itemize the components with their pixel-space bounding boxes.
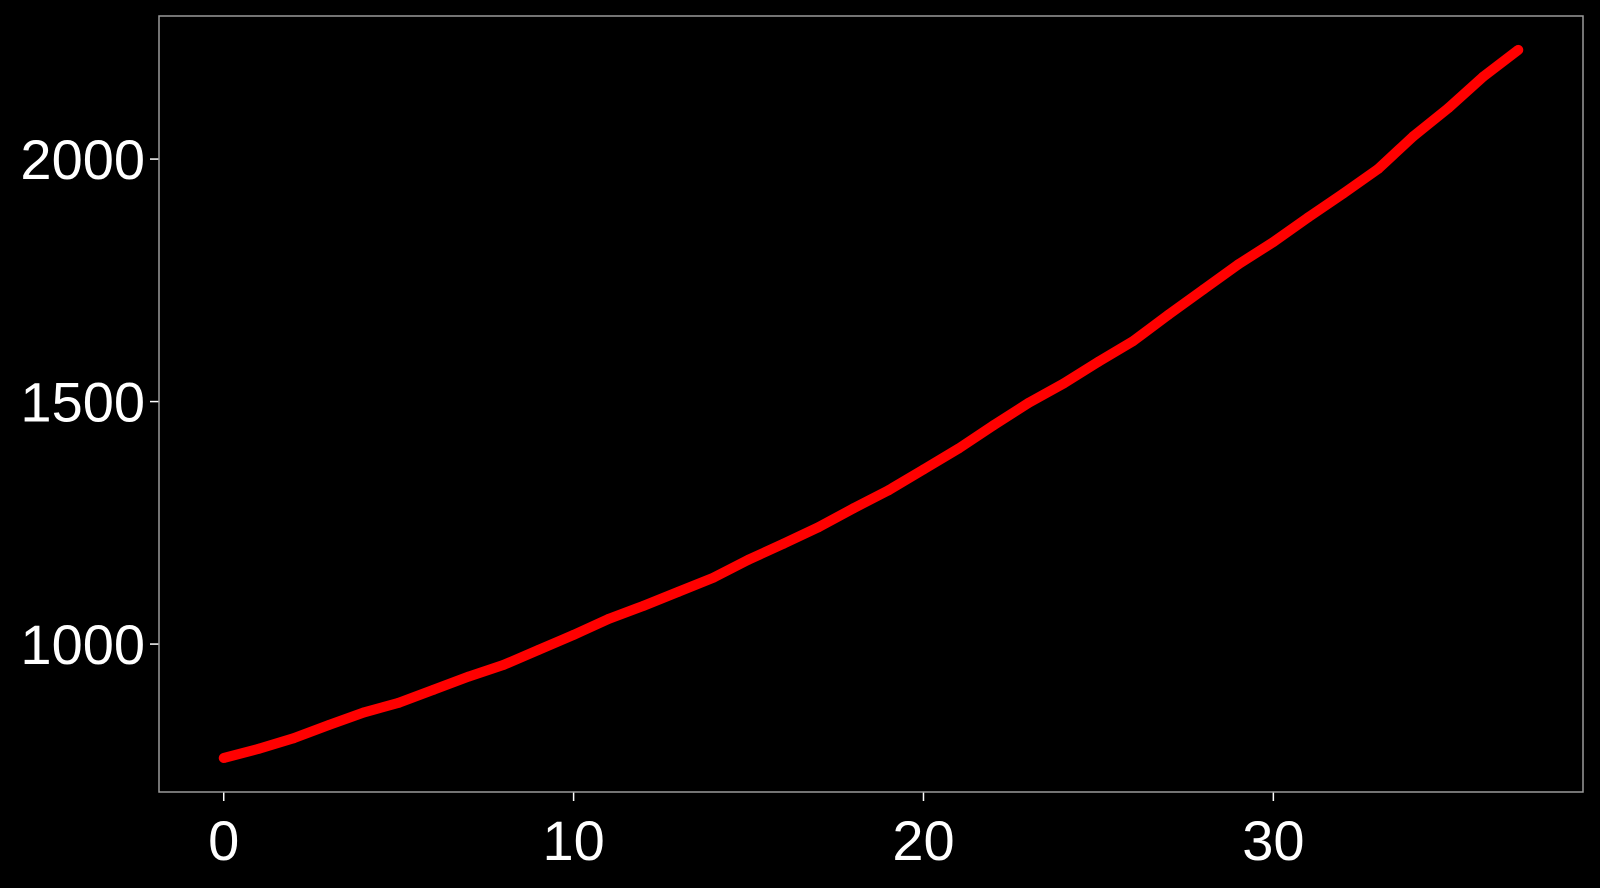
data-point [1058, 378, 1069, 389]
data-point [883, 485, 894, 496]
data-point [253, 743, 264, 754]
data-point [953, 443, 964, 454]
data-point [533, 644, 544, 655]
x-tick-label: 30 [1242, 809, 1304, 872]
data-point [848, 503, 859, 514]
data-point [1163, 309, 1174, 320]
data-point [1443, 103, 1454, 114]
data-point [918, 464, 929, 475]
data-point [568, 629, 579, 640]
y-tick-label: 1000 [20, 613, 145, 676]
data-point [1303, 212, 1314, 223]
data-point [1268, 237, 1279, 247]
data-point [288, 733, 299, 744]
data-point [1198, 284, 1209, 295]
y-axis: 1000 1500 2000 [20, 128, 159, 676]
data-point [393, 697, 404, 708]
data-point [673, 586, 684, 597]
data-point [638, 600, 649, 611]
data-point [1338, 188, 1349, 199]
data-point [358, 707, 369, 718]
data-point [1478, 71, 1489, 82]
data-point [988, 420, 999, 431]
data-point [603, 613, 614, 624]
data-point [463, 671, 474, 682]
data-point [1233, 259, 1244, 270]
data-point [813, 522, 824, 533]
data-point [498, 659, 509, 670]
data-point [1093, 356, 1104, 367]
data-point [708, 572, 719, 583]
data-point [778, 538, 789, 549]
x-tick-label: 20 [892, 809, 954, 872]
plot-frame [158, 15, 1584, 793]
y-tick-label: 1500 [20, 371, 145, 434]
data-point [1513, 44, 1524, 55]
x-tick-label: 0 [208, 809, 239, 872]
series-line [222, 45, 1522, 763]
data-point [218, 753, 229, 763]
data-point [428, 684, 439, 695]
data-point [1373, 163, 1384, 174]
data-point [743, 554, 754, 565]
data-point [323, 720, 334, 731]
data-point [1128, 335, 1139, 346]
y-tick-label: 2000 [20, 128, 145, 191]
data-point [1408, 131, 1419, 142]
x-axis: 0 10 20 30 [208, 792, 1305, 872]
plot-area [218, 44, 1524, 763]
x-tick-label: 10 [542, 809, 604, 872]
data-point [1023, 398, 1034, 408]
